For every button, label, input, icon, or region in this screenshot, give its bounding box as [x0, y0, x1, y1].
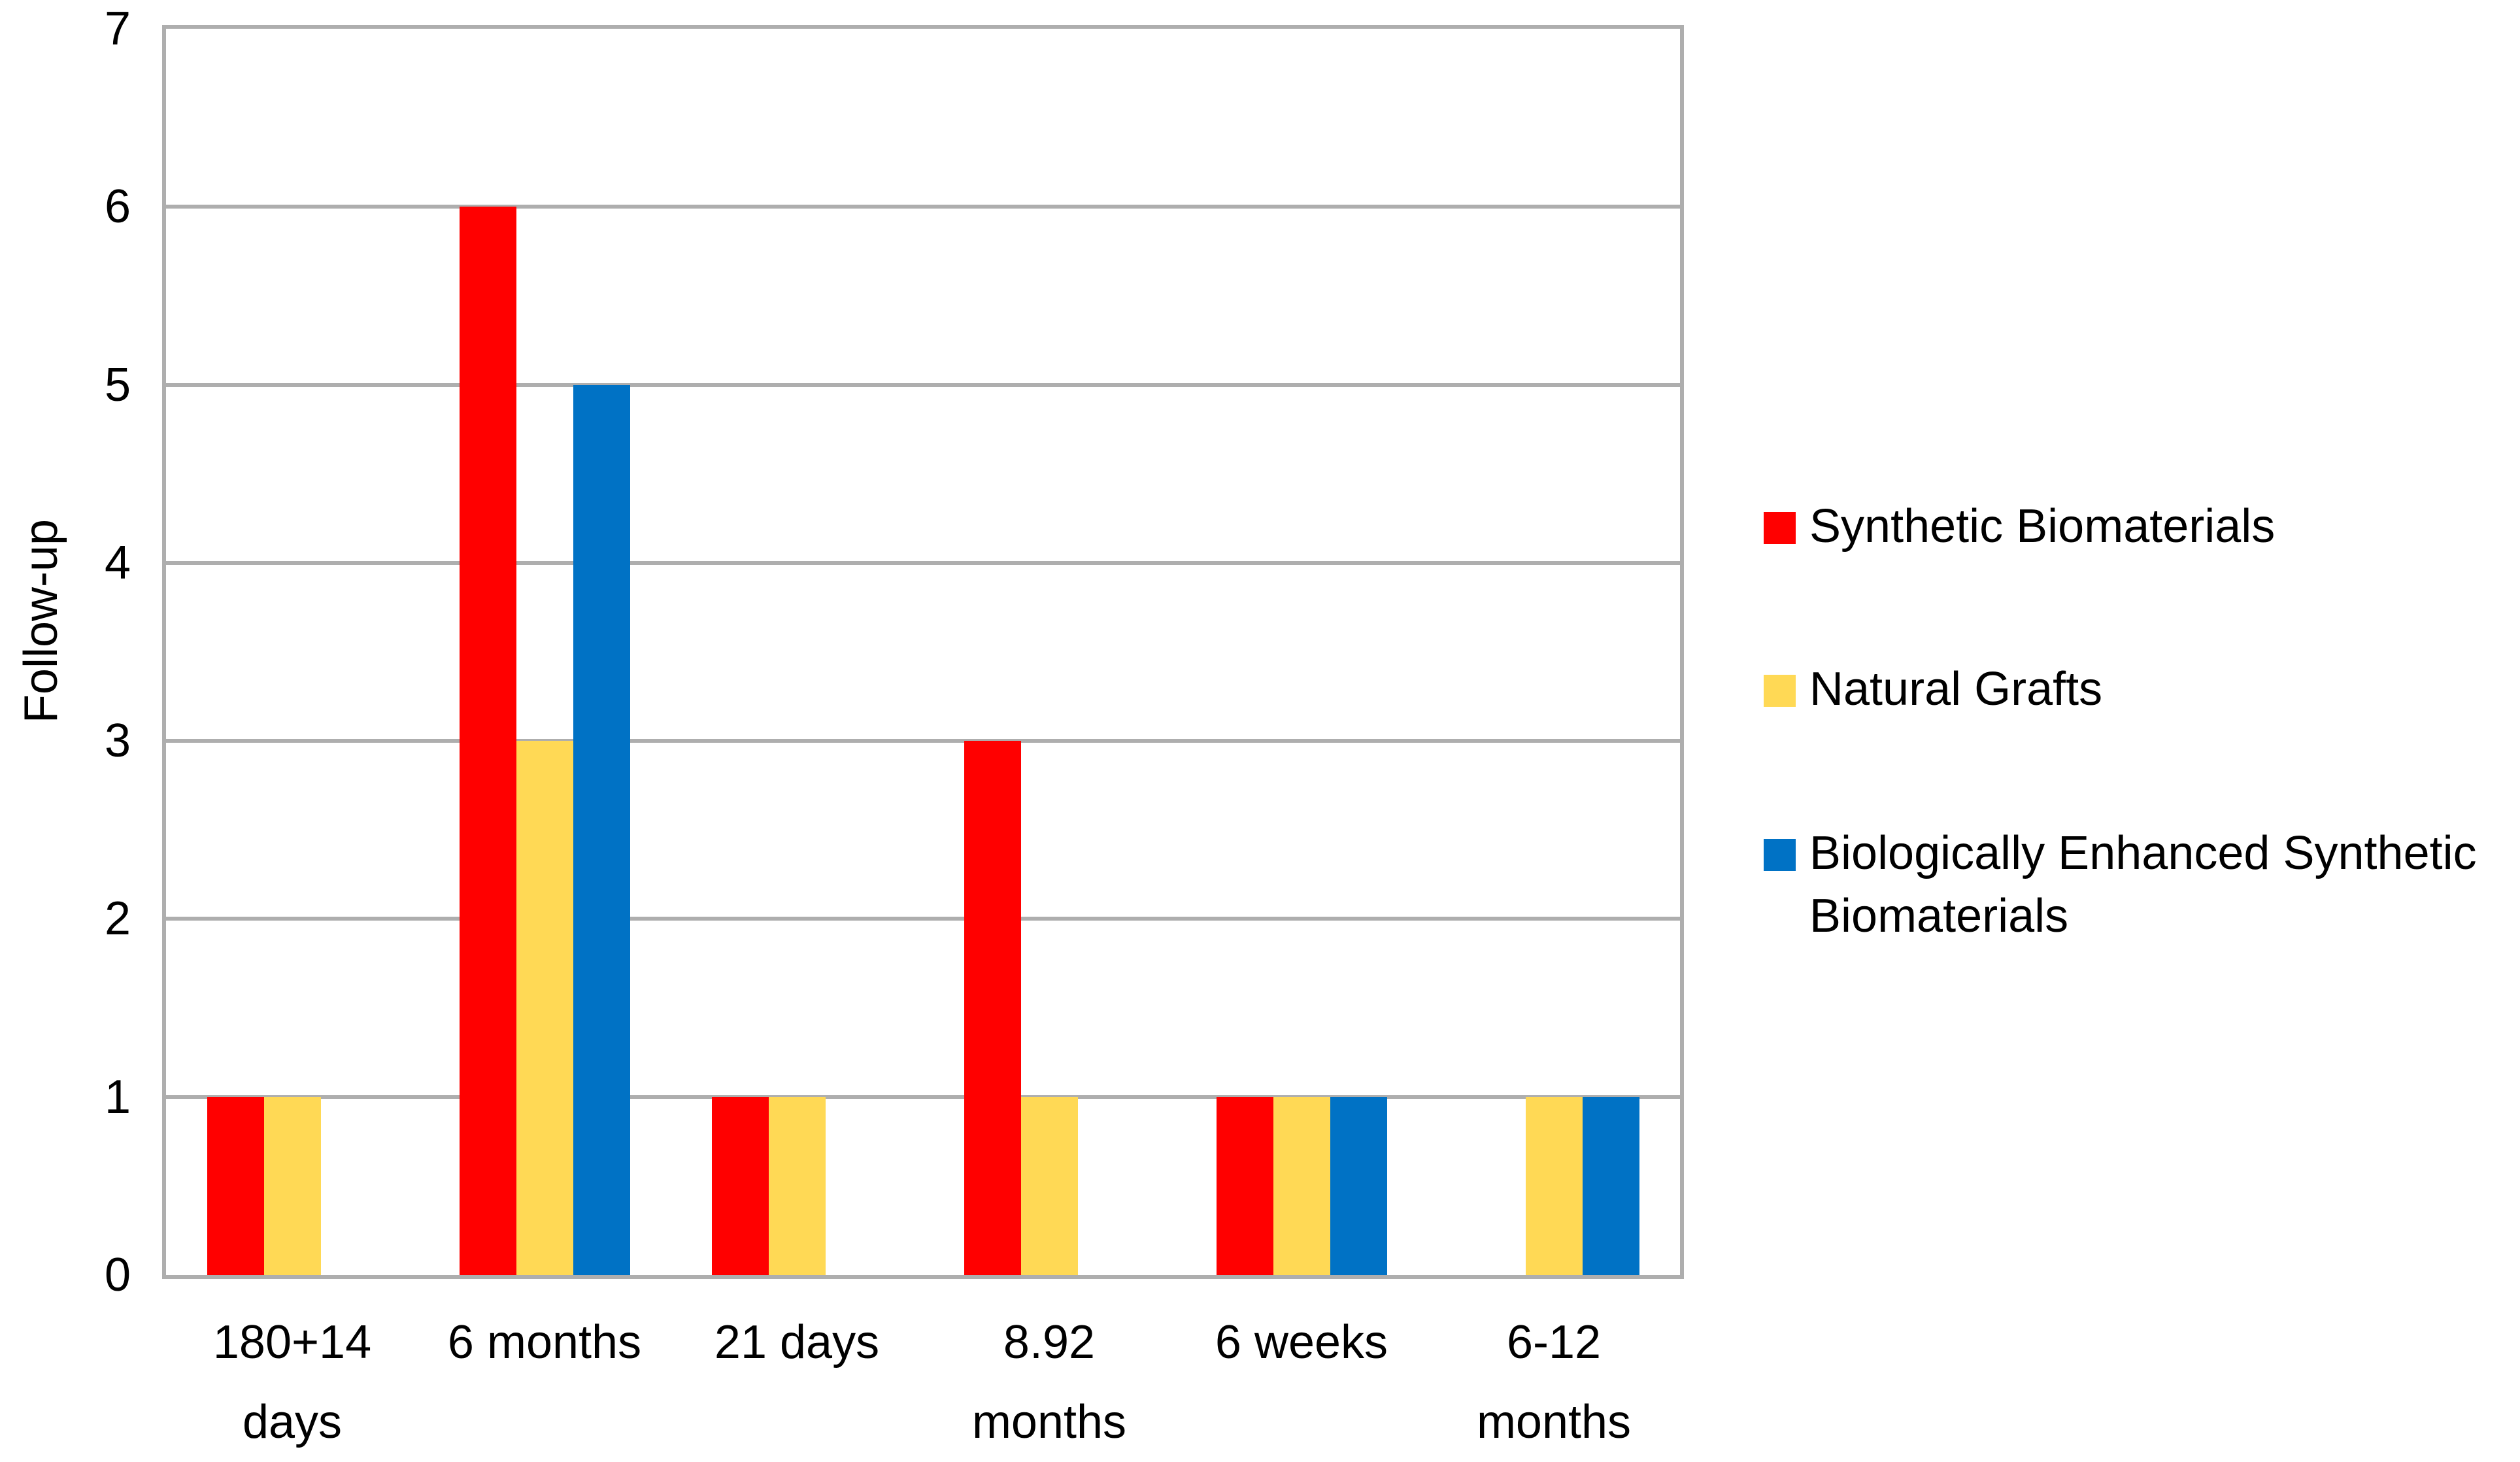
y-tick-label-4: 4 — [104, 536, 131, 589]
x-label-line: 21 days — [714, 1316, 880, 1368]
bar-biologically-enhanced-synthetic-biomaterials-6-weeks — [1330, 1097, 1387, 1275]
legend-label-line: Biologically Enhanced Synthetic — [1809, 827, 2477, 879]
x-label-line: 6 weeks — [1215, 1316, 1388, 1368]
x-label-line: 8.92 — [1003, 1316, 1096, 1368]
x-label-6-weeks: 6 weeks — [1215, 1302, 1388, 1382]
plot-area — [162, 25, 1684, 1279]
x-label-line: 6 months — [447, 1316, 642, 1368]
bar-natural-grafts-21-days — [769, 1097, 826, 1275]
y-tick-label-1: 1 — [104, 1070, 131, 1123]
legend-item-biologically-enhanced-synthetic-biomaterials: Biologically Enhanced Synthetic Biomater… — [1764, 822, 2477, 947]
gridline-6 — [166, 205, 1680, 209]
bar-natural-grafts-6-12-months — [1526, 1097, 1583, 1275]
bar-synthetic-biomaterials-21-days — [712, 1097, 769, 1275]
y-tick-label-3: 3 — [104, 715, 131, 768]
legend-label-biologically-enhanced-synthetic-biomaterials: Biologically Enhanced Synthetic Biomater… — [1809, 822, 2477, 947]
x-label-line: months — [971, 1396, 1127, 1448]
bar-natural-grafts-180-14-days — [264, 1097, 321, 1275]
legend-label-line: Synthetic Biomaterials — [1809, 500, 2276, 552]
y-tick-label-0: 0 — [104, 1249, 131, 1301]
x-label-line: 180+14 — [212, 1316, 372, 1368]
bar-biologically-enhanced-synthetic-biomaterials-6-months — [573, 385, 630, 1275]
legend-swatch-red-icon — [1764, 512, 1796, 544]
x-label-line: 6-12 — [1506, 1316, 1602, 1368]
bar-natural-grafts-6-months — [516, 741, 573, 1275]
legend-label-line: Biomaterials — [1809, 890, 2069, 942]
bar-synthetic-biomaterials-8-92-months — [964, 741, 1021, 1275]
legend-label-line: Natural Grafts — [1809, 663, 2103, 715]
x-label-21-days: 21 days — [714, 1302, 879, 1382]
x-label-line: months — [1476, 1396, 1632, 1448]
y-tick-label-7: 7 — [104, 3, 131, 55]
bar-synthetic-biomaterials-180-14-days — [207, 1097, 264, 1275]
legend-item-natural-grafts: Natural Grafts — [1764, 658, 2102, 721]
bar-natural-grafts-8-92-months — [1021, 1097, 1078, 1275]
y-tick-label-2: 2 — [104, 892, 131, 945]
x-label-180-14-days: 180+14 days — [213, 1302, 371, 1462]
x-label-6-months: 6 months — [448, 1302, 641, 1382]
y-tick-label-5: 5 — [104, 358, 131, 411]
legend-swatch-blue-icon — [1764, 839, 1796, 871]
gridline-1 — [166, 1095, 1680, 1099]
legend-swatch-yellow-icon — [1764, 675, 1796, 707]
gridline-2 — [166, 917, 1680, 921]
gridline-5 — [166, 382, 1680, 387]
x-label-line: days — [242, 1396, 343, 1448]
x-label-6-12-months: 6-12 months — [1477, 1302, 1631, 1462]
x-label-8-92-months: 8.92 months — [972, 1302, 1126, 1462]
gridline-4 — [166, 560, 1680, 565]
legend-label-natural-grafts: Natural Grafts — [1809, 658, 2102, 721]
bar-biologically-enhanced-synthetic-biomaterials-6-12-months — [1583, 1097, 1639, 1275]
y-tick-label-6: 6 — [104, 180, 131, 233]
bar-synthetic-biomaterials-6-months — [460, 207, 516, 1275]
legend-item-synthetic-biomaterials: Synthetic Biomaterials — [1764, 495, 2275, 558]
bar-natural-grafts-6-weeks — [1273, 1097, 1330, 1275]
legend-label-synthetic-biomaterials: Synthetic Biomaterials — [1809, 495, 2275, 558]
gridline-3 — [166, 739, 1680, 743]
bar-synthetic-biomaterials-6-weeks — [1217, 1097, 1273, 1275]
